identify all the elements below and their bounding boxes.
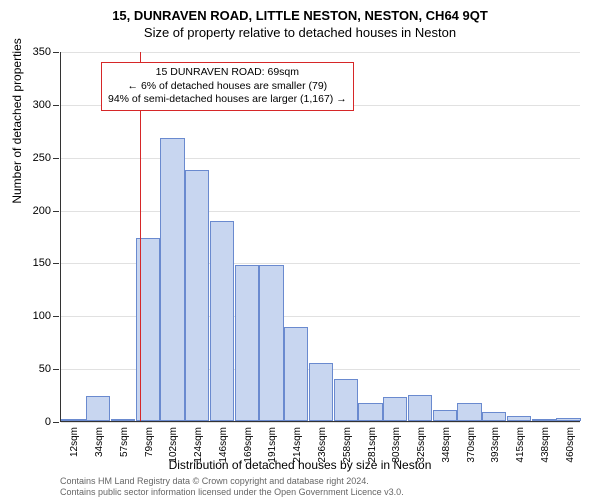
histogram-bar [86,396,110,421]
xtick-label: 102sqm [168,421,179,463]
xtick-label: 214sqm [292,421,303,463]
histogram-bar [185,170,209,421]
histogram-bar [284,327,308,421]
histogram-bar [235,265,259,421]
xtick-label: 393sqm [490,421,501,463]
ytick-label: 50 [39,363,61,375]
xtick-label: 12sqm [69,421,80,457]
xtick-label: 146sqm [218,421,229,463]
xtick-label: 325sqm [416,421,427,463]
xtick-label: 169sqm [243,421,254,463]
histogram-bar [408,395,432,421]
xtick-label: 460sqm [565,421,576,463]
histogram-bar [334,379,358,421]
attribution-line: Contains HM Land Registry data © Crown c… [60,476,404,487]
xtick-label: 124sqm [193,421,204,463]
histogram-bar [358,403,382,421]
x-axis-label: Distribution of detached houses by size … [0,458,600,472]
ytick-label: 100 [33,310,61,322]
xtick-label: 415sqm [515,421,526,463]
y-axis-label: Number of detached properties [10,38,24,203]
xtick-label: 34sqm [94,421,105,457]
ytick-label: 300 [33,99,61,111]
xtick-label: 438sqm [540,421,551,463]
histogram-bar [383,397,407,421]
chart-title-sub: Size of property relative to detached ho… [0,23,600,40]
gridline [61,211,580,212]
chart-title-main: 15, DUNRAVEN ROAD, LITTLE NESTON, NESTON… [0,0,600,23]
annotation-line: 94% of semi-detached houses are larger (… [108,93,347,107]
annotation-line: 15 DUNRAVEN ROAD: 69sqm [108,66,347,80]
xtick-label: 258sqm [342,421,353,463]
annotation-box: 15 DUNRAVEN ROAD: 69sqm← 6% of detached … [101,62,354,111]
attribution-text: Contains HM Land Registry data © Crown c… [60,476,404,498]
histogram-bar [457,403,481,421]
ytick-label: 200 [33,205,61,217]
histogram-bar [309,363,333,421]
histogram-bar [160,138,184,421]
histogram-bar [482,412,506,422]
histogram-bar [433,410,457,421]
histogram-bar [136,238,160,421]
attribution-line: Contains public sector information licen… [60,487,404,498]
gridline [61,52,580,53]
xtick-label: 348sqm [441,421,452,463]
xtick-label: 370sqm [466,421,477,463]
xtick-label: 281sqm [367,421,378,463]
gridline [61,158,580,159]
histogram-bar [210,221,234,421]
histogram-chart: 05010015020025030035012sqm34sqm57sqm79sq… [60,52,580,422]
annotation-line: ← 6% of detached houses are smaller (79) [108,80,347,94]
xtick-label: 303sqm [391,421,402,463]
histogram-bar [259,265,283,421]
ytick-label: 250 [33,152,61,164]
xtick-label: 57sqm [119,421,130,457]
xtick-label: 79sqm [144,421,155,457]
xtick-label: 191sqm [267,421,278,463]
xtick-label: 236sqm [317,421,328,463]
ytick-label: 350 [33,46,61,58]
ytick-label: 150 [33,257,61,269]
ytick-label: 0 [45,416,61,428]
